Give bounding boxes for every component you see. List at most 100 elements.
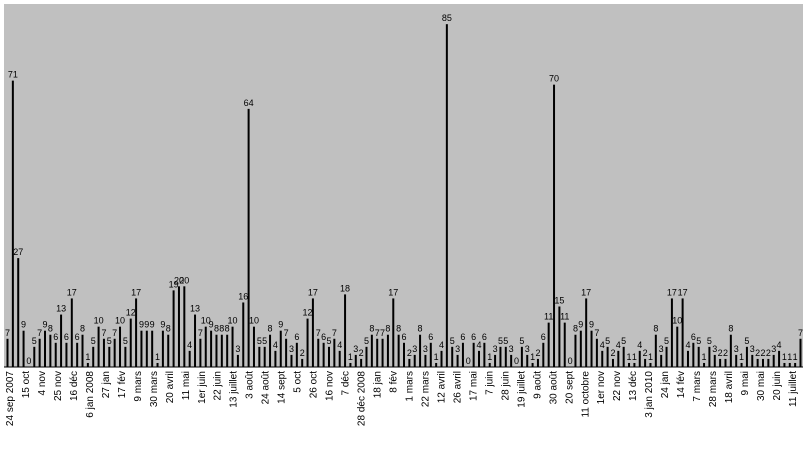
bar <box>376 338 379 367</box>
bar <box>38 338 41 367</box>
x-tick-label: 14 sept <box>277 371 288 404</box>
bar-value-label: 10 <box>228 316 238 326</box>
bar-value-label: 6 <box>541 332 546 342</box>
bar-value-label: 10 <box>201 316 211 326</box>
bar <box>558 306 561 367</box>
bar-value-label: 6 <box>460 332 465 342</box>
bar <box>360 358 363 367</box>
bar-value-label: 9 <box>43 320 48 330</box>
x-tick-label: 24 août <box>261 371 272 405</box>
bar <box>322 342 325 367</box>
bar <box>242 302 245 367</box>
bar <box>226 334 229 367</box>
x-tick-label: 9 mars <box>133 371 144 402</box>
bar-value-label: 8 <box>214 324 219 334</box>
bar <box>681 298 684 367</box>
bar <box>531 362 534 367</box>
bar-value-label: 3 <box>412 344 417 354</box>
x-tick-label: 28 juin <box>500 371 511 400</box>
bar-value-label: 6 <box>428 332 433 342</box>
bar <box>124 346 127 367</box>
bar <box>472 342 475 367</box>
x-tick-label: 30 août <box>548 371 559 405</box>
x-tick-label: 12 avril <box>436 371 447 403</box>
bar-value-label: 4 <box>477 340 482 350</box>
bar <box>622 346 625 367</box>
x-tick-label: 27 jan <box>101 371 112 398</box>
bar <box>285 338 288 367</box>
bar-value-label: 1 <box>739 352 744 362</box>
bar-value-label: 1 <box>632 352 637 362</box>
bar <box>392 298 395 367</box>
bar <box>6 338 9 367</box>
bar-value-label: 9 <box>209 320 214 330</box>
bar <box>783 362 786 367</box>
bar <box>413 354 416 367</box>
bar-value-label: 1 <box>530 352 535 362</box>
bar <box>279 330 282 367</box>
bar <box>708 346 711 367</box>
bar-value-label: 85 <box>442 13 452 23</box>
bar-value-label: 6 <box>401 332 406 342</box>
x-tick-label: 9 août <box>532 371 543 399</box>
bar <box>183 286 186 367</box>
x-tick-label: 24 sep 2007 <box>5 371 16 426</box>
bar <box>140 330 143 367</box>
x-tick-label: 18 jan <box>373 371 384 398</box>
x-tick-label: 26 avril <box>452 371 463 403</box>
bar <box>135 298 138 367</box>
bar <box>167 334 170 367</box>
bar-value-label: 1 <box>793 352 798 362</box>
bar-value-label: 2 <box>359 348 364 358</box>
bar <box>370 334 373 367</box>
bar-value-label: 0 <box>26 356 31 366</box>
bar-value-label: 4 <box>637 340 642 350</box>
bar-value-label: 16 <box>238 291 248 301</box>
bar <box>60 314 63 367</box>
x-tick-label: 1 mars <box>404 371 415 402</box>
bar <box>536 358 539 367</box>
bar <box>317 338 320 367</box>
bar <box>327 346 330 367</box>
bar <box>269 334 272 367</box>
bar <box>665 346 668 367</box>
bar-value-label: 1 <box>648 352 653 362</box>
bar-value-label: 2 <box>610 348 615 358</box>
bar-value-label: 3 <box>525 344 530 354</box>
bar-value-label: 2 <box>766 348 771 358</box>
bar-value-label: 7 <box>375 328 380 338</box>
bar <box>344 294 347 367</box>
bar <box>333 338 336 367</box>
x-tick-label: 7 mars <box>692 371 703 402</box>
bar-value-label: 3 <box>659 344 664 354</box>
bar-value-label: 9 <box>578 320 583 330</box>
bar <box>33 346 36 367</box>
bar-value-label: 4 <box>187 340 192 350</box>
bar <box>563 322 566 367</box>
bar-value-label: 5 <box>707 336 712 346</box>
bar <box>686 350 689 367</box>
bar <box>113 338 116 367</box>
bar <box>494 354 497 367</box>
bar-value-label: 7 <box>798 328 803 338</box>
bar <box>306 318 309 367</box>
bar-value-label: 6 <box>53 332 58 342</box>
bar <box>676 326 679 367</box>
x-tick-label: 1er nov <box>596 371 607 404</box>
bar-value-label: 70 <box>549 74 559 84</box>
bar <box>445 24 448 367</box>
bar-value-label: 3 <box>455 344 460 354</box>
bar-value-label: 1 <box>627 352 632 362</box>
bar <box>263 346 266 367</box>
bar-value-label: 4 <box>600 340 605 350</box>
bar <box>247 108 250 368</box>
bar-value-label: 4 <box>685 340 690 350</box>
bar-value-label: 8 <box>80 324 85 334</box>
bar <box>772 354 775 367</box>
x-tick-labels-group: 24 sep 2007 15 oct 4 nov 25 nov 16 déc 6 jan … <box>5 371 799 426</box>
bar <box>740 362 743 367</box>
bar-value-label: 3 <box>509 344 514 354</box>
bar-value-label: 6 <box>321 332 326 342</box>
x-tick-label: 4 nov <box>37 371 48 395</box>
bar <box>601 350 604 367</box>
